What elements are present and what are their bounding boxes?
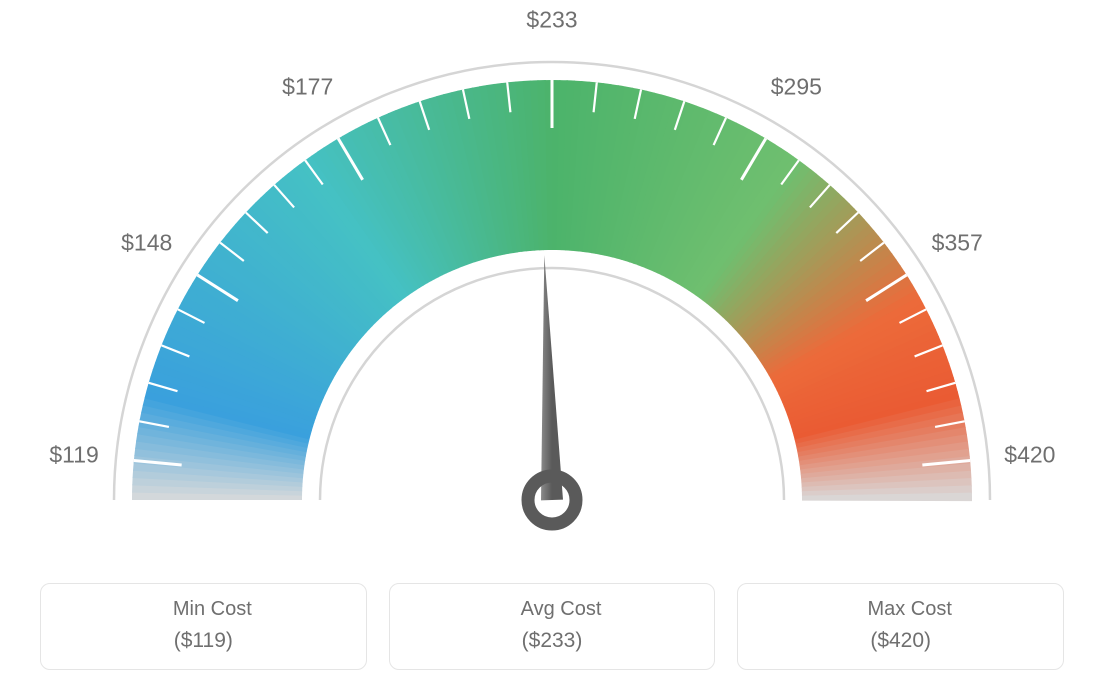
legend-card-min: Min Cost ($119) (40, 583, 367, 670)
legend-value-min: ($119) (51, 629, 356, 653)
gauge-svg (0, 0, 1104, 560)
gauge-tick-label: $295 (771, 73, 822, 100)
legend-title-avg: Avg Cost (503, 598, 602, 621)
gauge-tick-label: $233 (526, 7, 577, 34)
gauge-tick-label: $420 (1004, 441, 1055, 468)
gauge-chart: $119 $148 $177 $233 $295 $357 $420 (0, 0, 1104, 560)
legend-value-max: ($420) (748, 629, 1053, 653)
gauge-tick-label: $357 (932, 229, 983, 256)
legend-card-avg: Avg Cost ($233) (389, 583, 716, 670)
gauge-tick-label: $119 (49, 441, 98, 468)
legend-value-avg: ($233) (400, 629, 705, 653)
dot-icon (849, 605, 859, 615)
legend-title-text: Min Cost (173, 598, 252, 621)
gauge-tick-label: $177 (282, 73, 333, 100)
legend-title-min: Min Cost (155, 598, 252, 621)
legend-title-text: Avg Cost (521, 598, 602, 621)
legend-title-max: Max Cost (849, 598, 951, 621)
dot-icon (503, 605, 513, 615)
legend-title-text: Max Cost (867, 598, 951, 621)
legend-row: Min Cost ($119) Avg Cost ($233) Max Cost… (0, 583, 1104, 670)
legend-card-max: Max Cost ($420) (737, 583, 1064, 670)
gauge-tick-label: $148 (121, 229, 172, 256)
dot-icon (155, 605, 165, 615)
